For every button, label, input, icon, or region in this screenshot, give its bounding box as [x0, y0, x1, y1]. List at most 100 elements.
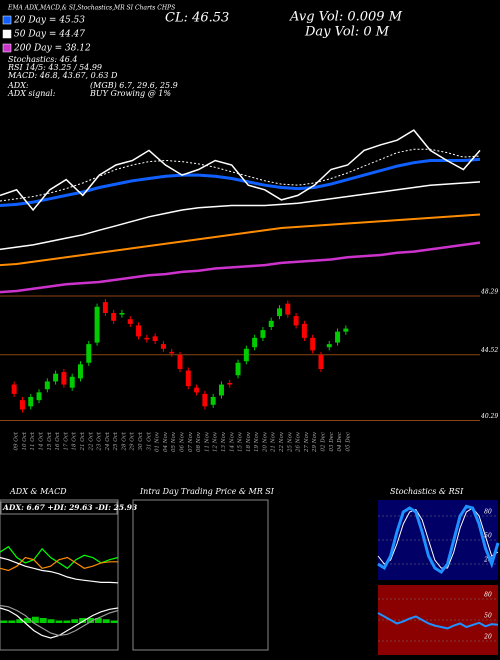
x-tick-label: 24 Oct — [105, 431, 111, 451]
x-tick-label: 29 Oct — [130, 431, 136, 451]
candle-body — [293, 316, 299, 326]
candle-body — [102, 302, 108, 313]
y-tick-label: 50 — [484, 533, 492, 540]
x-tick-label: 06 Nov — [180, 431, 186, 452]
histogram-bar — [0, 620, 8, 623]
histogram-bar — [8, 620, 16, 623]
y-tick-label: 50 — [484, 613, 492, 620]
candle-body — [94, 306, 100, 343]
histogram-bar — [16, 619, 24, 623]
y-tick-label: 80 — [484, 509, 492, 516]
candle-body — [144, 337, 150, 340]
candle-body — [69, 376, 75, 388]
x-tick-label: 18 Nov — [246, 431, 252, 452]
x-tick-label: 05 Nov — [171, 431, 177, 452]
x-tick-label: 03 Dec — [329, 432, 335, 452]
candle-body — [119, 313, 125, 315]
x-tick-label: 22 Oct — [88, 431, 94, 451]
x-tick-label: 23 Oct — [97, 431, 103, 451]
x-tick-label: 28 Oct — [121, 431, 127, 451]
x-tick-label: 14 Oct — [39, 431, 45, 450]
candle-body — [78, 364, 83, 379]
histogram-bar — [55, 620, 63, 623]
series-line — [0, 556, 119, 584]
x-tick-label: 15 Nov — [238, 431, 244, 452]
series-line — [377, 504, 500, 574]
candle-body — [169, 351, 175, 354]
adx-signal-value: BUY Growing @ 1% — [89, 89, 171, 98]
x-tick-label: 08 Nov — [196, 431, 202, 452]
panel-frame — [0, 499, 119, 651]
candle-body — [243, 348, 249, 362]
candle-body — [227, 383, 233, 385]
x-tick-label: 22 Nov — [279, 431, 285, 453]
adx-label: ADX: — [7, 81, 29, 90]
series-line — [0, 157, 481, 207]
candle-body — [335, 331, 341, 343]
candle-body — [11, 384, 17, 394]
histogram-bar — [63, 620, 71, 623]
candle-body — [301, 323, 307, 338]
page-header: EMA ADX,MACD,& SI,Stochastics,MR SI Char… — [7, 5, 175, 12]
candle-body — [111, 313, 117, 321]
panel-title: ADX & MACD — [9, 487, 67, 496]
series-line — [377, 507, 499, 569]
histogram-bar — [87, 618, 94, 623]
legend-swatch — [2, 43, 12, 53]
candle-body — [86, 344, 92, 363]
x-tick-label: 21 Oct — [80, 431, 86, 451]
candle-body — [61, 372, 67, 385]
x-tick-label: 31 Oct — [146, 431, 152, 450]
x-tick-label: 05 Dec — [345, 432, 351, 452]
x-tick-label: 16 Oct — [55, 431, 61, 450]
x-tick-label: 02 Dec — [320, 432, 326, 452]
x-tick-label: 26 Nov — [296, 431, 302, 453]
candle-body — [277, 308, 282, 317]
y-tick-label: 44.52 — [480, 347, 498, 354]
legend-swatch — [2, 15, 12, 25]
candle-body — [177, 355, 183, 369]
y-tick-label: 40.29 — [480, 413, 498, 420]
x-tick-label: 04 Nov — [163, 431, 169, 452]
x-tick-label: 19 Nov — [254, 431, 260, 452]
x-tick-label: 27 Nov — [304, 431, 310, 453]
x-tick-label: 11 Oct — [30, 431, 36, 450]
histogram-bar — [24, 618, 31, 623]
indicator-text: RSI 14/5: 43.25 / 54.99 — [7, 63, 102, 72]
candle-body — [194, 387, 200, 393]
candle-body — [160, 344, 166, 349]
legend-entry: 50 Day = 44.47 — [14, 30, 85, 40]
histogram-bar — [94, 618, 102, 623]
series-line — [0, 129, 481, 212]
candle-body — [235, 362, 241, 376]
histogram-bar — [110, 620, 118, 623]
histogram-bar — [39, 618, 47, 623]
candle-body — [136, 325, 142, 337]
x-tick-label: 15 Oct — [47, 431, 53, 450]
x-tick-label: 10 Oct — [22, 431, 28, 450]
x-tick-label: 04 Dec — [337, 432, 343, 452]
candle-body — [343, 328, 349, 332]
panel-title: Intra Day Trading Price & MR SI — [139, 487, 275, 496]
legend-entry: 200 Day = 38.12 — [13, 44, 91, 54]
series-line — [0, 545, 119, 570]
histogram-bar — [31, 616, 39, 623]
candle-body — [53, 373, 59, 382]
histogram-bar — [47, 619, 55, 623]
candle-body — [310, 337, 316, 351]
histogram-bar — [102, 619, 110, 623]
y-tick-label: 20 — [483, 634, 492, 641]
series-line — [0, 241, 481, 294]
x-tick-label: 17 Oct — [63, 431, 69, 450]
candle-body — [19, 400, 25, 410]
histogram-bar — [79, 618, 87, 623]
day-volume: Day Vol: 0 M — [304, 25, 390, 40]
x-tick-label: 25 Nov — [287, 431, 293, 453]
candle-body — [326, 344, 332, 348]
series-line — [0, 181, 481, 251]
x-tick-label: 30 Oct — [138, 431, 144, 450]
x-tick-label: 20 Nov — [262, 431, 268, 453]
x-tick-label: 18 Oct — [72, 431, 78, 450]
candle-body — [127, 319, 133, 324]
x-tick-label: 25 Oct — [113, 431, 119, 451]
